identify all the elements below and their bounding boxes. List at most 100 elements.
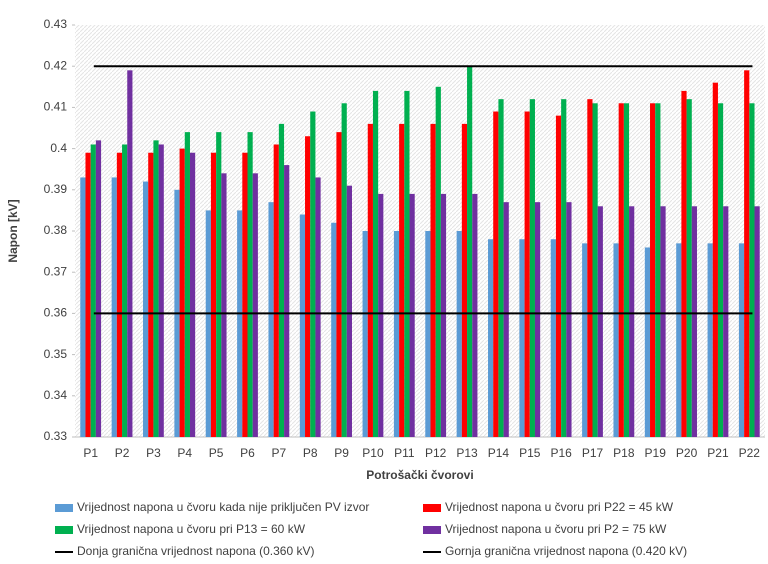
bar — [550, 239, 556, 437]
x-tick-label: P14 — [488, 446, 510, 460]
bar — [221, 173, 227, 437]
bar — [440, 193, 447, 437]
x-tick-label: P8 — [303, 446, 318, 460]
bar — [582, 243, 588, 437]
bar — [341, 103, 347, 437]
bar — [456, 231, 462, 437]
bar — [273, 144, 279, 438]
bar — [158, 144, 164, 438]
legend-label: Vrijednost napona u čvoru pri P13 = 60 k… — [77, 522, 306, 536]
bar — [587, 99, 593, 437]
bar — [143, 181, 149, 437]
y-tick-label: 0.35 — [44, 347, 68, 361]
bar — [393, 231, 400, 437]
bar — [561, 99, 567, 437]
bar — [237, 210, 243, 437]
bar — [122, 144, 128, 438]
x-tick-label: P22 — [739, 446, 761, 460]
bar — [503, 202, 509, 437]
bar — [691, 206, 697, 437]
x-tick-label: P13 — [456, 446, 478, 460]
bar — [111, 177, 117, 437]
bar — [738, 243, 745, 437]
bar — [686, 99, 692, 437]
bar — [372, 90, 379, 438]
y-tick-label: 0.38 — [44, 223, 68, 237]
x-tick-label: P2 — [115, 446, 130, 460]
bar — [80, 177, 86, 437]
bar — [488, 239, 494, 437]
bar — [315, 177, 321, 437]
bar — [216, 132, 222, 437]
legend-label: Vrijednost napona u čvoru pri P22 = 45 k… — [445, 500, 674, 514]
bar — [618, 103, 624, 437]
bar — [435, 86, 441, 438]
bar — [629, 206, 635, 437]
bar — [205, 210, 211, 437]
y-tick-label: 0.42 — [44, 58, 68, 72]
bar — [367, 123, 373, 437]
bar — [331, 222, 337, 437]
x-tick-label: P16 — [550, 446, 572, 460]
bar — [430, 123, 436, 437]
bar — [461, 123, 468, 437]
bar — [268, 202, 274, 437]
bar — [310, 111, 316, 438]
y-tick-label: 0.34 — [44, 388, 68, 402]
bar — [524, 111, 530, 438]
x-tick-label: P18 — [613, 446, 635, 460]
bar — [744, 70, 750, 437]
bar — [305, 136, 311, 438]
x-tick-label: P6 — [240, 446, 255, 460]
bar — [278, 123, 285, 437]
x-axis-title: Potrošački čvorovi — [366, 468, 473, 482]
bar — [655, 103, 661, 437]
bar — [681, 90, 687, 438]
bar — [378, 193, 384, 437]
x-tick-label: P20 — [676, 446, 698, 460]
y-tick-label: 0.43 — [44, 17, 68, 31]
x-tick-label: P3 — [146, 446, 161, 460]
bar — [717, 103, 724, 437]
x-tick-label: P7 — [272, 446, 287, 460]
legend-label: Gornja granična vrijednost napona (0.420… — [445, 544, 687, 558]
bar — [555, 115, 562, 437]
bar — [189, 152, 196, 437]
legend-swatch — [423, 526, 441, 534]
x-tick-label: P21 — [707, 446, 729, 460]
x-tick-label: P17 — [582, 446, 604, 460]
bar — [399, 123, 405, 437]
bar — [676, 243, 682, 437]
bar — [184, 132, 190, 437]
bar — [723, 206, 729, 437]
bar — [247, 132, 253, 437]
bar — [623, 103, 630, 437]
bar — [519, 239, 525, 437]
bar — [754, 206, 760, 437]
bar — [660, 206, 666, 437]
bar — [153, 140, 159, 438]
x-tick-label: P10 — [362, 446, 384, 460]
bar — [534, 202, 541, 437]
bar — [597, 206, 603, 437]
x-tick-label: P1 — [83, 446, 98, 460]
bar — [592, 103, 598, 437]
x-tick-label: P9 — [334, 446, 349, 460]
x-tick-label: P12 — [425, 446, 447, 460]
legend-label: Vrijednost napona u čvoru kada nije prik… — [77, 500, 369, 514]
bar — [404, 90, 410, 438]
bar — [95, 140, 102, 438]
bar — [336, 132, 342, 437]
bar — [749, 103, 755, 437]
y-tick-label: 0.41 — [44, 100, 68, 114]
bar — [116, 152, 123, 437]
bar — [425, 231, 431, 437]
y-tick-label: 0.36 — [44, 306, 68, 320]
x-tick-label: P15 — [519, 446, 541, 460]
legend-swatch — [55, 526, 73, 534]
x-tick-label: P11 — [394, 446, 415, 460]
bar — [566, 202, 572, 437]
bar — [712, 82, 718, 438]
bar — [472, 193, 478, 437]
